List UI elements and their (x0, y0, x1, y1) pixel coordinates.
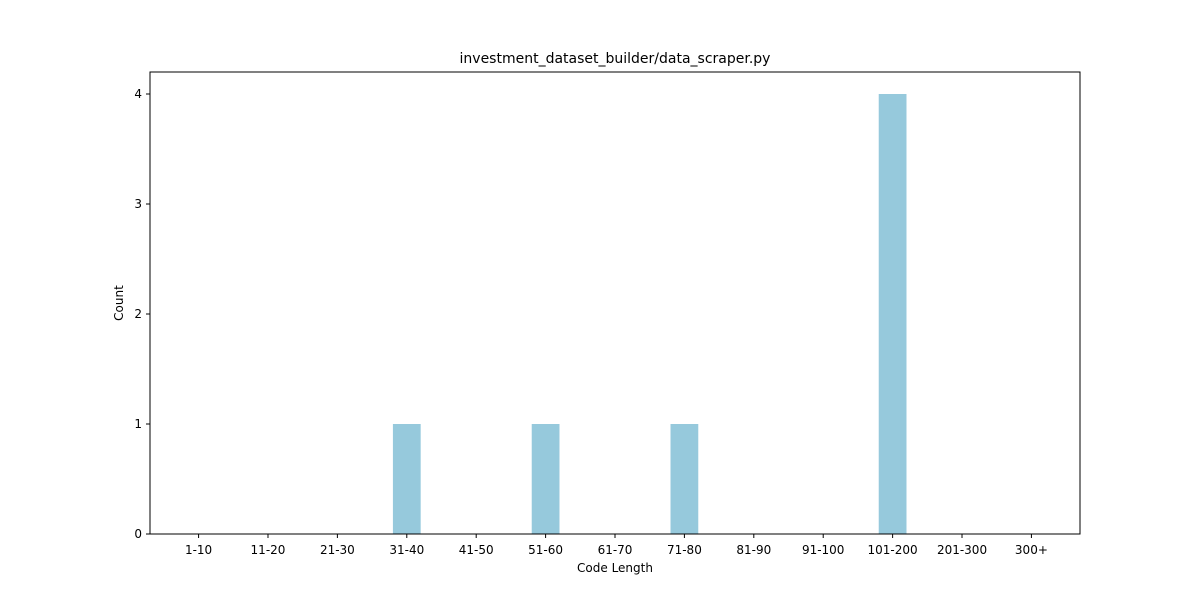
y-tick-label: 4 (134, 87, 142, 101)
x-tick-label: 61-70 (598, 543, 633, 557)
x-tick-label: 41-50 (459, 543, 494, 557)
chart-title: investment_dataset_builder/data_scraper.… (460, 51, 771, 67)
bar-51-60 (531, 424, 560, 534)
bar-31-40 (392, 424, 421, 534)
x-tick-label: 51-60 (528, 543, 563, 557)
y-tick-label: 3 (134, 197, 142, 211)
x-tick-label: 81-90 (736, 543, 771, 557)
x-tick-label: 11-20 (251, 543, 286, 557)
bar-101-200 (878, 94, 907, 534)
y-tick-label: 0 (134, 527, 142, 541)
x-tick-label: 31-40 (389, 543, 424, 557)
x-tick-label: 201-300 (937, 543, 987, 557)
bar-71-80 (670, 424, 699, 534)
x-axis-label: Code Length (577, 561, 653, 575)
bars-group (392, 94, 907, 534)
axes-frame (149, 71, 1081, 535)
x-tick-label: 71-80 (667, 543, 702, 557)
x-tick-label: 101-200 (868, 543, 918, 557)
y-tick-label: 2 (134, 307, 142, 321)
x-tick-label: 91-100 (802, 543, 845, 557)
y-tick-label: 1 (134, 417, 142, 431)
y-axis-label: Count (112, 285, 126, 321)
x-tick-label: 300+ (1015, 543, 1048, 557)
ticks-group: 1-10 11-20 21-30 31-40 41-50 51-60 61-70 71-80 8… (134, 87, 1048, 557)
x-tick-label: 21-30 (320, 543, 355, 557)
x-tick-label: 1-10 (185, 543, 212, 557)
